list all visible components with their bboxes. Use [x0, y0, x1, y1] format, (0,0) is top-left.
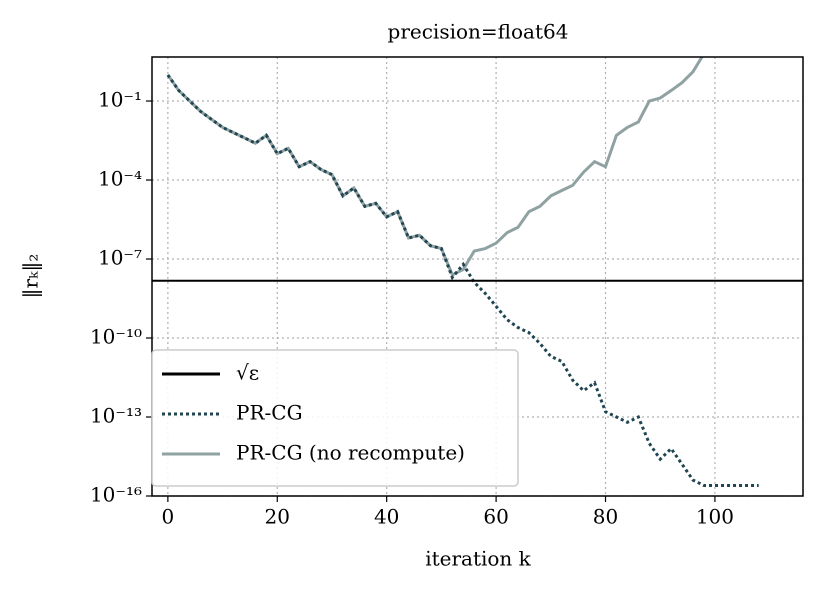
x-tick-label: 80	[593, 505, 618, 529]
y-tick-label: 10⁻⁷	[98, 246, 142, 270]
y-tick-label: 10⁻¹³	[90, 404, 142, 428]
y-tick-label: 10⁻¹⁶	[90, 483, 142, 507]
x-tick-label: 60	[483, 505, 508, 529]
y-tick-label: 10⁻¹	[98, 88, 142, 112]
x-tick-label: 20	[265, 505, 290, 529]
legend-box	[151, 349, 519, 487]
legend-label: PR-CG (no recompute)	[236, 441, 465, 465]
y-tick-label: 10⁻¹⁰	[90, 325, 142, 349]
x-tick-label: 100	[696, 505, 734, 529]
chart-title: precision=float64	[388, 20, 569, 44]
legend-label: PR-CG	[236, 401, 303, 425]
x-axis-label: iteration k	[425, 547, 531, 571]
y-axis-label: ‖rₖ‖₂	[19, 254, 44, 299]
x-tick-label: 0	[161, 505, 174, 529]
data-line	[166, 74, 759, 488]
y-tick-label: 10⁻⁴	[98, 167, 142, 191]
legend-label: √ε	[236, 361, 259, 385]
data-line	[166, 57, 704, 277]
x-tick-label: 40	[374, 505, 399, 529]
plot-lines	[166, 57, 759, 488]
plot-frame	[151, 56, 804, 497]
